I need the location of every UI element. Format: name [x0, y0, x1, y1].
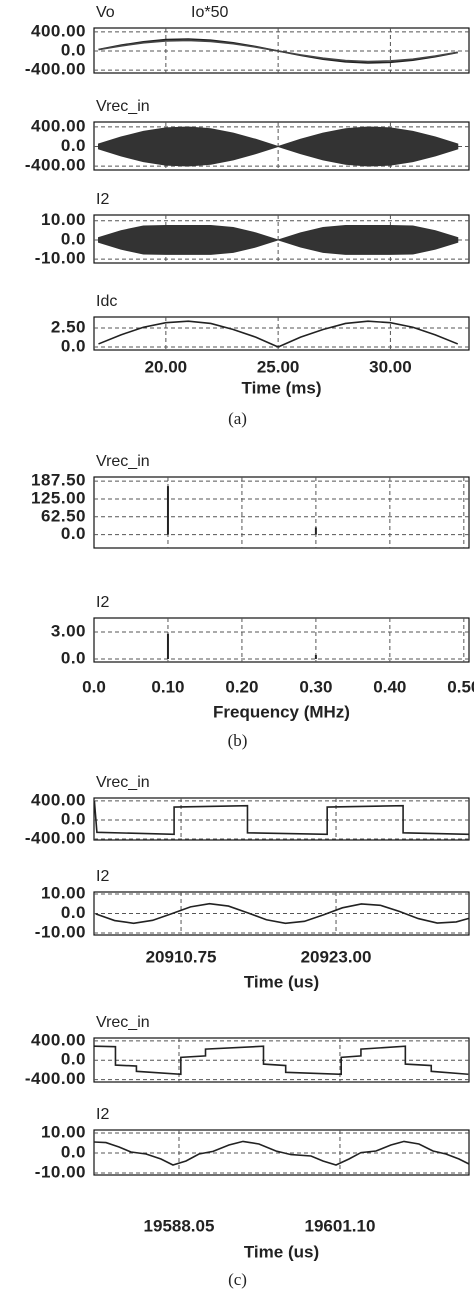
envelope-lower	[97, 145, 459, 167]
y-tick-label: 0.0	[61, 524, 86, 543]
x-axis-title: Time (us)	[244, 972, 319, 991]
series-name: I2	[96, 594, 109, 611]
x-tick-label: 0.0	[82, 677, 106, 696]
plot-frame	[93, 617, 470, 663]
x-tick-label: 25.00	[257, 357, 300, 376]
series-name: Idc	[96, 293, 117, 310]
x-tick-label: 19601.10	[305, 1216, 376, 1235]
y-tick-label: -400.00	[25, 60, 86, 79]
y-tick-label: 0.0	[61, 136, 86, 155]
y-tick-label: 2.50	[51, 317, 86, 336]
envelope-upper	[97, 126, 459, 148]
y-tick-label: -400.00	[25, 829, 86, 848]
series-name: I2	[96, 868, 109, 885]
x-tick-label: 19588.05	[144, 1216, 215, 1235]
y-tick-label: -10.00	[35, 1162, 86, 1181]
y-tick-label: 62.50	[41, 506, 86, 525]
plot-frame	[93, 214, 470, 264]
caption: (b)	[228, 731, 248, 750]
caption: (a)	[228, 409, 247, 428]
x-tick-label: 30.00	[369, 357, 412, 376]
x-tick-label: 0.40	[373, 677, 406, 696]
x-tick-label: 20.00	[145, 357, 188, 376]
y-tick-label: 0.0	[61, 1050, 86, 1069]
series-name: I2	[96, 1106, 109, 1123]
x-tick-label: 0.20	[225, 677, 258, 696]
x-tick-label: 0.30	[299, 677, 332, 696]
plot-frame	[93, 476, 470, 549]
y-tick-label: 3.00	[51, 621, 86, 640]
series-line	[93, 1140, 470, 1166]
x-axis-title: Frequency (MHz)	[213, 702, 350, 721]
series-name: Vrec_in	[96, 1014, 150, 1031]
y-tick-label: 400.00	[31, 21, 86, 40]
x-tick-label: 0.50	[447, 677, 474, 696]
series-line	[98, 320, 459, 348]
series-line	[98, 39, 458, 63]
envelope-upper	[97, 225, 459, 241]
plot-frame	[93, 797, 470, 841]
series-name: Vo	[96, 4, 115, 21]
y-tick-label: -400.00	[25, 156, 86, 175]
y-tick-label: 0.0	[61, 649, 86, 668]
y-tick-label: 125.00	[31, 488, 86, 507]
y-tick-label: 10.00	[41, 210, 86, 229]
y-tick-label: 400.00	[31, 790, 86, 809]
x-tick-label: 20923.00	[301, 947, 372, 966]
y-tick-label: -400.00	[25, 1069, 86, 1088]
x-axis-title: Time (us)	[244, 1242, 319, 1261]
caption: (c)	[228, 1270, 247, 1289]
x-axis-title: Time (ms)	[242, 378, 322, 397]
y-tick-label: 0.0	[61, 336, 86, 355]
series-name: Vrec_in	[96, 98, 150, 115]
x-tick-label: 0.10	[151, 677, 184, 696]
series-line	[93, 800, 469, 836]
plot-frame	[93, 316, 470, 351]
series-name: I2	[96, 191, 109, 208]
y-tick-label: 0.0	[61, 40, 86, 59]
y-tick-label: -10.00	[35, 923, 86, 942]
series-line	[94, 1045, 469, 1076]
series-name: Vrec_in	[96, 453, 150, 470]
y-tick-label: 400.00	[31, 116, 86, 135]
y-tick-label: 0.0	[61, 229, 86, 248]
y-tick-label: 10.00	[41, 1122, 86, 1141]
envelope-lower	[97, 239, 459, 255]
y-tick-label: 0.0	[61, 903, 86, 922]
series-line	[95, 902, 470, 925]
y-tick-label: 10.00	[41, 883, 86, 902]
y-tick-label: 187.50	[31, 471, 86, 490]
y-tick-label: 0.0	[61, 1142, 86, 1161]
y-tick-label: 400.00	[31, 1030, 86, 1049]
y-tick-label: -10.00	[35, 249, 86, 268]
x-tick-label: 20910.75	[146, 947, 217, 966]
series-name: Io*50	[191, 4, 228, 21]
y-tick-label: 0.0	[61, 809, 86, 828]
series-name: Vrec_in	[96, 774, 150, 791]
